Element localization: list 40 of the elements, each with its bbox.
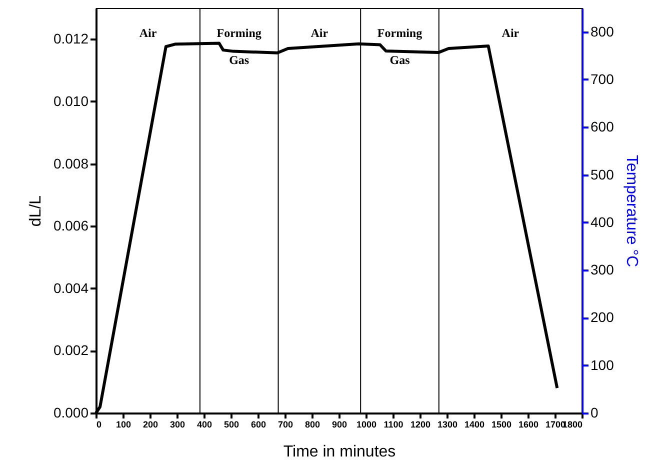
x-axis-title: Time in minutes	[283, 444, 396, 460]
y2-tick-label: 400	[590, 214, 614, 230]
x-tick-label: 800	[304, 420, 320, 430]
y-tick-label: 0.000	[53, 404, 89, 420]
annotation: Air	[139, 26, 158, 40]
y-tick-label: 0.012	[53, 30, 89, 47]
y2-tick-label: 200	[590, 309, 614, 326]
x-tick-label: 700	[278, 420, 294, 430]
x-tick-label: 0	[96, 420, 102, 430]
x-tick-label: 1100	[384, 420, 404, 430]
annotation: Air	[502, 26, 520, 40]
y-tick-label: 0.006	[53, 218, 89, 234]
x-tick-label: 1300	[437, 420, 458, 430]
x-tick-label: 1200	[410, 420, 431, 430]
y2-axis-title: Temperature °C	[622, 154, 640, 268]
annotation: Forming Gas	[216, 26, 262, 67]
annotation: Air	[310, 26, 329, 40]
annotation: Forming Gas	[377, 26, 422, 67]
x-tick-label: 1400	[464, 420, 485, 430]
y2-tick-label: 700	[590, 70, 614, 87]
x-tick-label: 400	[196, 420, 212, 430]
x-tick-label: 500	[224, 420, 240, 430]
y-tick-label: 0.008	[53, 155, 89, 172]
y2-tick-label: 600	[590, 118, 614, 135]
x-tick-label: 1600	[518, 420, 539, 430]
x-tick-label: 600	[250, 420, 266, 430]
x-tick-label: 900	[332, 420, 348, 430]
y2-tick-label: 100	[590, 356, 614, 373]
y2-tick-label: 800	[590, 23, 614, 40]
y-axis-title: dL/L	[27, 195, 44, 227]
y-tick-label: 0.002	[53, 342, 89, 358]
x-tick-label: 200	[142, 420, 158, 430]
y2-tick-label: 500	[590, 166, 614, 182]
y-tick-label: 0.010	[53, 92, 89, 109]
x-tick-label: 300	[170, 420, 186, 430]
y-tick-label: 0.004	[53, 280, 89, 296]
x-tick-label: 1500	[491, 420, 512, 430]
y2-tick-label: 300	[590, 262, 614, 278]
x-tick-label: 1000	[356, 420, 377, 430]
x-tick-label: 100	[116, 420, 132, 430]
